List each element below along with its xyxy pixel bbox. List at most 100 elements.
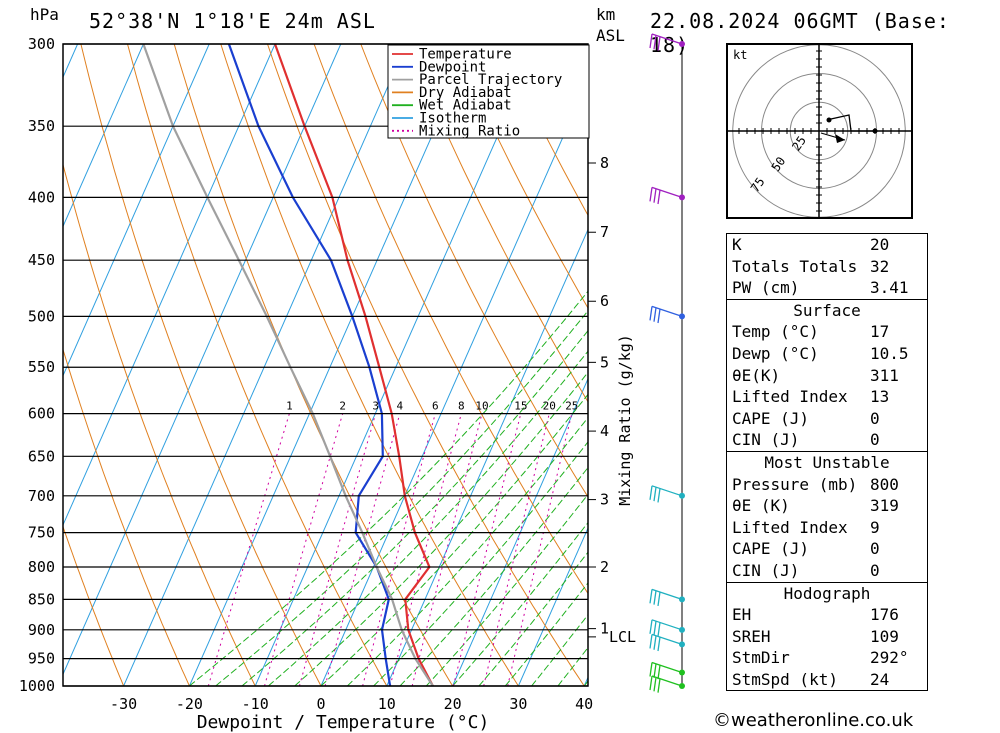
index-label: θE(K) bbox=[732, 365, 781, 385]
index-row: CIN (J) 0 bbox=[727, 560, 927, 582]
legend-entry: Parcel Trajectory bbox=[419, 72, 562, 88]
legend-entry: Mixing Ratio bbox=[419, 123, 520, 139]
km-tick-label: 6 bbox=[600, 292, 609, 310]
km-tick-label: 4 bbox=[600, 422, 609, 440]
dry-adiabat bbox=[80, 44, 322, 686]
index-row: SREH 109 bbox=[727, 626, 927, 648]
series-line bbox=[142, 44, 434, 686]
hodo-unit-label: kt bbox=[733, 48, 747, 62]
isotherm bbox=[254, 44, 539, 686]
index-row: Lifted Index 13 bbox=[727, 386, 927, 408]
wind-barb-feather bbox=[653, 677, 657, 692]
pressure-tick-label: 1000 bbox=[19, 677, 55, 695]
index-value: 0 bbox=[870, 560, 880, 580]
index-row: StmSpd (kt) 24 bbox=[727, 669, 927, 691]
wind-barb-feather bbox=[649, 589, 653, 604]
isotherm bbox=[320, 79, 588, 686]
index-label: θE (K) bbox=[732, 496, 790, 516]
km-tick-label: 5 bbox=[600, 353, 609, 371]
legend-entry: Isotherm bbox=[419, 111, 486, 127]
x-tick-label: 0 bbox=[316, 695, 325, 713]
index-label: Lifted Index bbox=[732, 517, 848, 537]
pressure-tick-label: 900 bbox=[28, 621, 55, 639]
index-value: 17 bbox=[870, 322, 890, 342]
isotherm bbox=[188, 44, 473, 686]
copyright-footer: ©weatheronline.co.uk bbox=[713, 710, 914, 731]
mixing-ratio-line bbox=[362, 413, 436, 686]
index-row: Temp (°C) 17 bbox=[727, 321, 927, 343]
general-indices: K 20 Totals Totals 32 PW (cm) 3.41 bbox=[726, 233, 928, 299]
dry-adiabat bbox=[453, 44, 588, 309]
mixing-ratio-label: 4 bbox=[397, 400, 404, 413]
wind-barb-feather bbox=[653, 487, 657, 502]
wind-barb-feather bbox=[657, 488, 661, 503]
height-unit-label: km bbox=[596, 5, 616, 24]
mixing-ratio-label: 8 bbox=[458, 400, 465, 413]
wind-barb-feather bbox=[653, 307, 657, 322]
wind-barb-shaft bbox=[651, 33, 683, 45]
hodo-end-dot bbox=[826, 117, 832, 123]
pressure-tick-label: 350 bbox=[28, 117, 55, 135]
mixing-ratio-label: 6 bbox=[432, 400, 439, 413]
index-row: θE (K) 319 bbox=[727, 495, 927, 517]
mixing-ratio-label: 10 bbox=[475, 400, 488, 413]
wind-barb-shaft bbox=[651, 675, 683, 687]
hodo-trace bbox=[828, 114, 875, 132]
hodograph-indices: Hodograph EH 176 SREH 109 StmDir 292° StmSpd (k… bbox=[726, 581, 928, 692]
mixing-ratio-label: 2 bbox=[339, 400, 346, 413]
dry-adiabat bbox=[500, 44, 588, 217]
index-label: Dewp (°C) bbox=[732, 343, 819, 363]
pressure-tick-label: 950 bbox=[28, 650, 55, 668]
km-tick-label: 1 bbox=[600, 620, 609, 638]
wind-barb-feather bbox=[649, 619, 653, 634]
index-label: SREH bbox=[732, 626, 771, 646]
index-label: StmSpd (kt) bbox=[732, 669, 838, 689]
x-tick-label: 40 bbox=[575, 695, 593, 713]
index-row: K 20 bbox=[727, 234, 927, 256]
mixing-ratio-label: 25 bbox=[565, 400, 578, 413]
mixing-ratio-line bbox=[207, 413, 290, 686]
index-label: Temp (°C) bbox=[732, 322, 819, 342]
isotherm bbox=[63, 44, 144, 228]
index-value: 292° bbox=[870, 648, 909, 668]
wind-barb-feather bbox=[649, 306, 653, 321]
index-row: StmDir 292° bbox=[727, 647, 927, 669]
x-tick-label: 20 bbox=[444, 695, 462, 713]
mixing-ratio-label: 1 bbox=[286, 400, 293, 413]
wind-barb-feather bbox=[649, 634, 653, 649]
index-value: 3.41 bbox=[870, 278, 909, 298]
mixing-ratio-line bbox=[324, 413, 401, 686]
pressure-tick-label: 300 bbox=[28, 35, 55, 53]
wind-barb-feather bbox=[657, 622, 661, 637]
wet-adiabat bbox=[452, 521, 588, 686]
isotherm bbox=[63, 44, 276, 527]
index-row: EH 176 bbox=[727, 604, 927, 626]
km-tick-label: 8 bbox=[600, 154, 609, 172]
section-title: Most Unstable bbox=[764, 452, 890, 472]
index-label: CIN (J) bbox=[732, 560, 800, 580]
wind-barb bbox=[649, 661, 683, 680]
km-tick-label: 7 bbox=[600, 223, 609, 241]
wind-barb-feather bbox=[657, 665, 661, 680]
indices-panel: K 20 Totals Totals 32 PW (cm) 3.41 Surface Tem… bbox=[726, 233, 928, 692]
km-tick-label: 2 bbox=[600, 558, 609, 576]
km-tick-label: 3 bbox=[600, 491, 609, 509]
index-value: 13 bbox=[870, 387, 890, 407]
index-value: 32 bbox=[870, 256, 890, 276]
wet-adiabat bbox=[294, 371, 588, 686]
hodo-start-dot bbox=[872, 128, 878, 134]
pressure-tick-label: 750 bbox=[28, 524, 55, 542]
storm-motion-arrow bbox=[835, 134, 845, 143]
index-value: 311 bbox=[870, 365, 899, 385]
index-label: Lifted Index bbox=[732, 387, 848, 407]
index-value: 800 bbox=[870, 474, 899, 494]
hodograph-panel: 25 50 75 kt bbox=[726, 43, 913, 219]
x-axis-label: Dewpoint / Temperature (°C) bbox=[197, 712, 490, 733]
legend-entry: Dewpoint bbox=[419, 59, 486, 75]
index-row: CAPE (J) 0 bbox=[727, 408, 927, 430]
wet-adiabat bbox=[215, 309, 588, 686]
index-label: PW (cm) bbox=[732, 278, 800, 298]
pressure-tick-label: 700 bbox=[28, 487, 55, 505]
